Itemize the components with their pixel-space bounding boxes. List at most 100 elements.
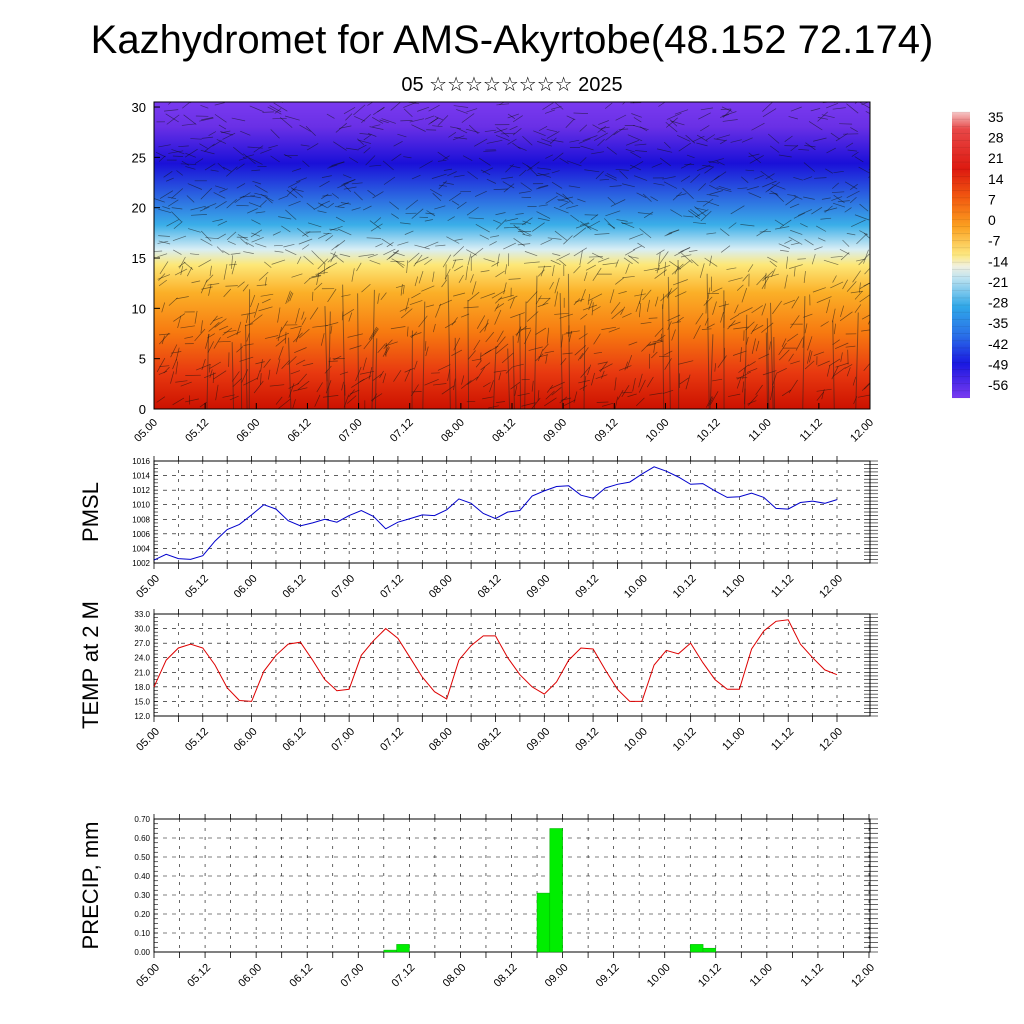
- x-tick-label: 11.12: [769, 573, 796, 600]
- colorbar-label: -42: [988, 336, 1008, 352]
- wind-barb: [446, 236, 460, 244]
- wind-barb: [253, 145, 264, 153]
- precip-bar: [396, 944, 410, 953]
- wind-barb: [480, 270, 490, 273]
- wind-barb: [425, 346, 429, 357]
- wind-barb: [327, 311, 331, 409]
- x-tick-label: 08.00: [427, 573, 455, 601]
- wind-barb: [537, 172, 552, 178]
- wind-barb: [208, 131, 217, 136]
- wind-barb: [367, 132, 377, 137]
- wind-barb: [175, 296, 189, 300]
- wind-barb: [283, 243, 295, 248]
- x-tick-label: 12.00: [848, 417, 876, 445]
- wind-barb: [863, 232, 870, 239]
- y-tick-label: 0.70: [134, 815, 150, 824]
- wind-barb: [466, 206, 479, 216]
- wind-barb: [209, 315, 218, 326]
- wind-barb: [214, 318, 227, 328]
- wind-barb: [503, 183, 515, 193]
- wind-barb: [194, 310, 198, 324]
- wind-barb: [494, 309, 502, 325]
- wind-barb: [509, 125, 518, 131]
- wind-barb: [620, 306, 626, 315]
- wind-barb: [154, 250, 163, 252]
- wind-barb: [722, 111, 737, 117]
- wind-barb: [625, 148, 635, 153]
- wind-barb: [333, 141, 347, 151]
- wind-barb: [832, 320, 835, 409]
- wind-barb: [250, 195, 261, 199]
- wind-barb: [342, 174, 352, 179]
- wind-barb: [674, 250, 684, 257]
- wind-barb: [475, 360, 482, 368]
- colorbar-labels: 35 28 21 14 7 0 -7 -14 -21 -28 -35 -42 -49 -56: [988, 109, 1008, 393]
- wind-barb: [814, 177, 827, 179]
- wind-barb: [236, 163, 245, 170]
- wind-barb: [584, 169, 600, 173]
- wind-barb: [246, 333, 250, 342]
- wind-barb: [706, 273, 710, 409]
- y-tick-label: 5: [139, 352, 146, 367]
- wind-barb: [319, 180, 330, 188]
- wind-barb: [626, 354, 633, 370]
- wind-barb: [803, 176, 813, 181]
- wind-barb: [579, 222, 589, 226]
- wind-barb: [471, 281, 477, 295]
- wind-barb: [171, 188, 184, 199]
- wind-barb: [816, 391, 824, 401]
- wind-barb: [546, 384, 554, 393]
- wind-barb: [636, 397, 645, 407]
- wind-barb: [240, 130, 251, 136]
- wind-barb: [672, 279, 688, 286]
- wind-barb: [597, 361, 609, 365]
- wind-barb: [322, 395, 339, 398]
- wind-barb: [371, 289, 375, 409]
- wind-barb: [231, 260, 237, 275]
- wind-barb: [484, 129, 496, 132]
- wind-barb: [568, 185, 581, 189]
- wind-barb: [175, 361, 179, 375]
- wind-barb: [846, 367, 851, 377]
- wind-barb: [859, 203, 869, 212]
- wind-barb: [432, 125, 443, 128]
- x-tick-label: 08.00: [441, 962, 469, 990]
- wind-barb: [372, 191, 384, 199]
- wind-barb: [231, 342, 235, 409]
- wind-barb: [240, 238, 248, 245]
- x-tick-label: 07.12: [378, 573, 406, 601]
- wind-barb: [212, 219, 223, 222]
- wind-barb: [622, 312, 632, 318]
- wind-barb: [465, 128, 480, 134]
- wind-barb: [555, 192, 569, 200]
- wind-barb: [811, 254, 816, 265]
- x-tick-label: 09.00: [524, 573, 552, 601]
- wind-barb: [774, 219, 784, 226]
- wind-barb: [306, 202, 315, 210]
- wind-barb: [475, 224, 490, 233]
- wind-barb: [305, 126, 316, 136]
- wind-barb: [762, 180, 777, 188]
- wind-barb: [524, 251, 538, 257]
- wind-barb: [453, 105, 469, 108]
- wind-barb: [665, 121, 678, 133]
- wind-barb: [260, 359, 263, 372]
- wind-barb: [381, 118, 396, 124]
- wind-barb: [601, 370, 605, 379]
- wind-barb: [288, 200, 301, 207]
- wind-barb: [198, 259, 212, 268]
- wind-barb: [756, 228, 768, 237]
- wind-barb: [670, 120, 685, 126]
- wind-barb: [369, 126, 384, 130]
- wind-barb: [633, 245, 642, 251]
- wind-barb: [275, 396, 283, 405]
- panel-frame: [153, 818, 871, 953]
- wind-barb: [278, 216, 292, 220]
- wind-barb: [812, 287, 826, 293]
- wind-barb: [489, 235, 500, 238]
- wind-barb: [301, 311, 305, 320]
- wind-barb: [787, 333, 799, 342]
- wind-barb: [545, 195, 558, 204]
- wind-barb: [622, 183, 635, 188]
- wind-barb: [369, 220, 381, 230]
